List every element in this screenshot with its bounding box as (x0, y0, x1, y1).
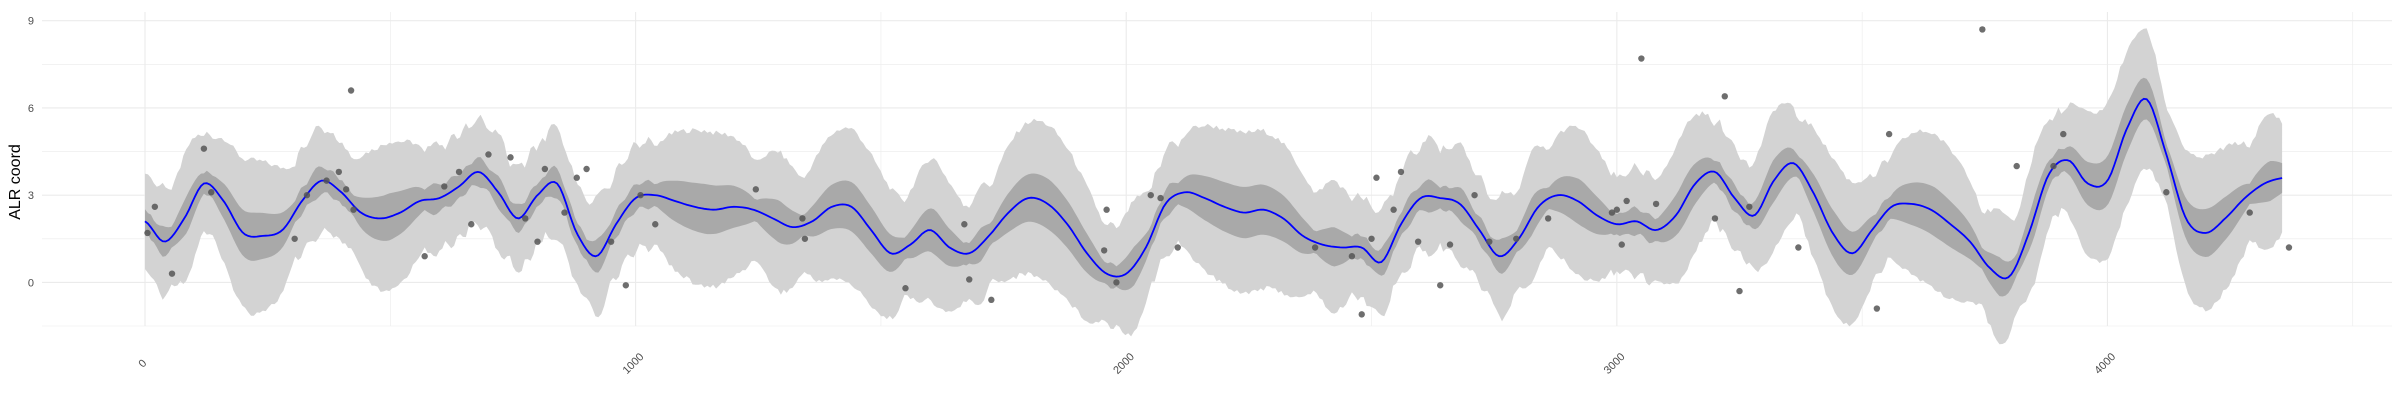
observation-point (1652, 200, 1660, 208)
y-axis-tick-labels: 0 3 6 9 (28, 16, 34, 290)
observation-point (607, 238, 615, 245)
observation-point (1638, 55, 1645, 62)
observation-point (1446, 241, 1454, 248)
y-tick-label: 3 (28, 190, 34, 202)
observation-point (323, 177, 330, 184)
observation-point (1513, 235, 1520, 242)
observation-point (1103, 206, 1110, 213)
observation-point (522, 215, 529, 222)
observation-point (2060, 130, 2067, 138)
observation-point (902, 285, 909, 292)
observation-point (1368, 235, 1375, 242)
observation-point (2050, 162, 2057, 170)
observation-point (2013, 162, 2020, 170)
observation-point (1885, 130, 1893, 138)
observation-point (801, 235, 809, 242)
observation-point (2285, 244, 2293, 251)
inner-credible-band (145, 77, 2283, 297)
observation-point (441, 183, 448, 190)
observation-point (1979, 26, 1986, 33)
observation-point (342, 186, 350, 193)
observation-point (1437, 282, 1444, 289)
y-axis-title: ALR coord (7, 144, 24, 220)
y-tick-label: 0 (28, 277, 34, 289)
observation-point (622, 282, 630, 289)
y-tick-label: 6 (28, 103, 34, 115)
observation-point (1613, 206, 1621, 213)
observation-point (1373, 174, 1380, 181)
observation-point (144, 229, 151, 237)
observation-point (1174, 244, 1181, 251)
observation-point (541, 165, 549, 173)
observation-point (1147, 191, 1154, 199)
observation-point (2163, 189, 2170, 196)
observation-point (455, 168, 463, 176)
observation-point (1746, 203, 1753, 210)
x-tick-label: 0 (136, 357, 149, 370)
observation-point (752, 186, 760, 193)
observation-point (561, 209, 568, 216)
observation-point (1623, 197, 1630, 205)
observation-point (350, 206, 357, 213)
observation-point (961, 221, 968, 228)
observation-point (1486, 238, 1493, 245)
observation-point (1348, 253, 1356, 260)
observation-point (1721, 93, 1728, 100)
x-tick-label: 3000 (1602, 351, 1628, 377)
observation-point (485, 151, 492, 158)
x-tick-label: 1000 (621, 351, 647, 377)
observation-point (291, 235, 298, 242)
posterior-mean-line (144, 97, 2283, 280)
y-tick-label: 9 (28, 16, 34, 28)
observation-points (144, 26, 2293, 318)
observation-point (151, 203, 159, 210)
observation-point (1618, 241, 1625, 248)
observation-point (583, 165, 590, 173)
observation-point (988, 296, 995, 304)
observation-point (1471, 191, 1478, 199)
observation-point (2246, 209, 2253, 216)
observation-point (966, 276, 973, 283)
observation-point (1873, 305, 1881, 312)
observation-point (507, 154, 514, 161)
x-tick-label: 4000 (2092, 351, 2118, 377)
observation-point (652, 221, 659, 228)
observation-point (208, 189, 215, 196)
observation-point (421, 253, 428, 260)
observation-point (335, 168, 343, 176)
observation-point (534, 238, 541, 245)
observation-point (799, 215, 806, 222)
observation-point (347, 87, 355, 94)
observation-point (1113, 279, 1120, 286)
observation-point (1736, 287, 1743, 295)
observation-point (1544, 215, 1552, 222)
observation-point (1311, 244, 1319, 251)
observation-point (637, 191, 644, 199)
observation-point (1711, 215, 1719, 222)
x-axis-tick-labels: 0 1000 2000 3000 4000 (136, 351, 2118, 377)
observation-point (168, 270, 176, 277)
observation-point (1397, 168, 1405, 176)
observation-point (468, 221, 475, 228)
x-tick-label: 2000 (1111, 351, 1137, 377)
observation-point (1358, 311, 1365, 318)
observation-point (1100, 247, 1108, 254)
observation-point (303, 191, 311, 199)
observation-point (1608, 209, 1616, 216)
observation-point (1795, 244, 1802, 251)
observation-point (1157, 194, 1164, 202)
observation-point (1390, 206, 1397, 213)
observation-point (200, 145, 208, 152)
observation-point (1414, 238, 1422, 245)
observation-point (573, 174, 580, 181)
